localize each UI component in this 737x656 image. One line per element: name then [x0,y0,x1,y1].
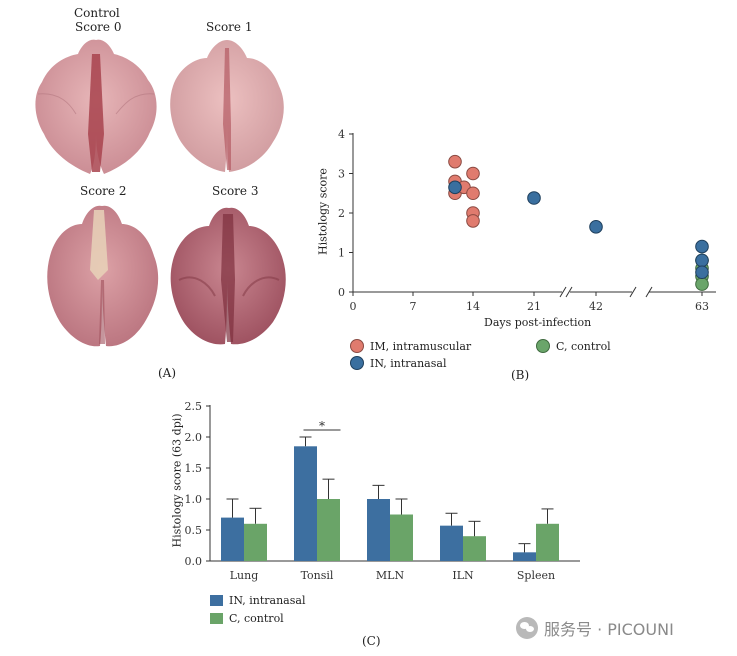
bar-legend: IN, intranasal C, control [210,592,305,626]
scatter-point-in [695,265,709,280]
legend-item-c: C, control [536,339,611,353]
bar-bar_c-mln [390,514,413,561]
scatter-point-im [466,186,480,201]
bar-legend-swatch-c [210,612,223,624]
bar-legend-item-c: C, control [210,610,305,626]
scatter-point-in [695,253,709,268]
scatter-ytick-label: 3 [338,168,345,181]
bar-ytick-label: 2.0 [185,431,203,444]
scatter-y-label: Histology score [316,168,330,255]
scatter-point-im [448,154,462,169]
scatter-point-in [527,191,541,205]
scatter-point-im [448,174,462,189]
bar-ytick-label: 2.5 [185,400,203,413]
scatter-point-c [695,261,709,276]
scatter-xtick-label: 7 [410,300,417,313]
lung-image-score1 [170,40,284,172]
scatter-x-label: Days post-infection [484,316,592,329]
legend-swatch-in [350,356,364,370]
legend-label-in: IN, intranasal [370,356,447,370]
legend-item-im: IM, intramuscular [350,339,471,353]
panel-c-label: (C) [362,634,381,648]
bar-category-label: MLN [376,569,405,582]
legend-label-c: C, control [556,339,611,353]
bar-bar_c-tonsil [317,499,340,561]
watermark-text: 服务号 · PICOUNI [544,620,674,639]
bar-bar_in-spleen [513,552,536,561]
scatter-point-c [695,269,709,284]
panel-a-label: (A) [158,366,177,380]
bar-legend-swatch-in [210,594,223,606]
panel-b-label: (B) [511,368,530,382]
lung-image-control [35,39,157,175]
control-title-line1: Control [74,6,120,20]
scatter-ytick-label: 2 [338,207,345,220]
bar-category-label: Lung [230,569,259,582]
scatter-xtick-label: 42 [589,300,603,313]
bar-category-label: Spleen [517,569,555,582]
bar-ytick-label: 1.0 [185,493,203,506]
scatter-point-c [695,277,709,291]
significance-star: * [319,419,325,433]
bar-ytick-label: 0.0 [185,555,203,568]
scatter-point-im [457,180,471,195]
legend-label-im: IM, intramuscular [370,339,472,353]
bar-bar_c-lung [244,523,267,561]
legend-item-in: IN, intranasal [350,356,446,370]
scatter-point-im [466,206,480,220]
score3-title: Score 3 [212,184,259,198]
legend-swatch-im [350,339,364,353]
score2-title: Score 2 [80,184,127,198]
lung-image-score2 [47,205,159,347]
bar-bar_c-iln [463,536,486,561]
scatter-ytick-label: 1 [338,247,345,260]
bar-legend-label-c: C, control [229,611,284,625]
bar-legend-label-in: IN, intranasal [229,593,306,607]
lung-image-score3 [170,207,286,345]
axis-break-1 [559,286,573,298]
bar-category-label: Tonsil [301,569,334,582]
scatter-point-c [695,253,709,268]
scatter-point-in [695,239,709,254]
scatter-point-in [448,180,462,195]
bar-ytick-label: 0.5 [185,524,203,537]
scatter-xtick-label: 21 [527,300,541,313]
bar-bar_in-lung [221,517,244,561]
scatter-ytick-label: 4 [338,128,345,141]
scatter-ytick-label: 0 [338,286,345,299]
scatter-point-im [466,166,480,181]
bar-legend-item-in: IN, intranasal [210,592,305,608]
control-title-line2: Score 0 [75,20,122,34]
scatter-xtick-label: 14 [466,300,480,313]
legend-swatch-c [536,339,550,353]
watermark: 服务号 · PICOUNI [516,616,674,640]
bar-y-label: Histology score (63 dpi) [170,413,184,548]
bar-ytick-label: 1.5 [185,462,203,475]
bar-bar_c-spleen [536,523,559,561]
scatter-point-im [448,186,462,201]
bar-bar_in-mln [367,499,390,561]
scatter-legend: IM, intramuscular C, control IN, intrana… [350,339,710,375]
axis-break-2 [629,286,653,298]
score1-title: Score 1 [206,20,253,34]
scatter-point-im [466,214,480,228]
wechat-icon [516,617,538,639]
scatter-point-in [589,220,603,234]
bar-bar_in-tonsil [294,446,317,561]
bar-bar_in-iln [440,525,463,561]
scatter-xtick-label: 63 [695,300,709,313]
bar-category-label: ILN [452,569,474,582]
scatter-xtick-label: 0 [350,300,357,313]
